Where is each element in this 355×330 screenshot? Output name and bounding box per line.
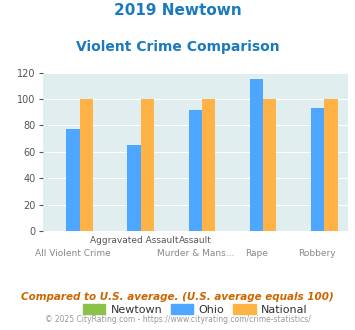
Bar xyxy=(127,145,141,231)
Text: © 2025 CityRating.com - https://www.cityrating.com/crime-statistics/: © 2025 CityRating.com - https://www.city… xyxy=(45,315,310,324)
Text: Compared to U.S. average. (U.S. average equals 100): Compared to U.S. average. (U.S. average … xyxy=(21,292,334,302)
Text: 2019 Newtown: 2019 Newtown xyxy=(114,3,241,18)
Bar xyxy=(202,99,215,231)
Bar xyxy=(189,110,202,231)
Text: Aggravated Assault: Aggravated Assault xyxy=(90,236,179,245)
Bar xyxy=(311,108,324,231)
Text: Murder & Mans...: Murder & Mans... xyxy=(157,249,234,258)
Legend: Newtown, Ohio, National: Newtown, Ohio, National xyxy=(78,300,312,319)
Bar xyxy=(263,99,277,231)
Text: Robbery: Robbery xyxy=(299,249,336,258)
Bar xyxy=(66,129,80,231)
Bar xyxy=(250,79,263,231)
Bar xyxy=(80,99,93,231)
Bar xyxy=(141,99,154,231)
Text: Violent Crime Comparison: Violent Crime Comparison xyxy=(76,40,279,53)
Text: Rape: Rape xyxy=(245,249,268,258)
Text: Assault: Assault xyxy=(179,236,212,245)
Bar xyxy=(324,99,338,231)
Text: All Violent Crime: All Violent Crime xyxy=(35,249,111,258)
